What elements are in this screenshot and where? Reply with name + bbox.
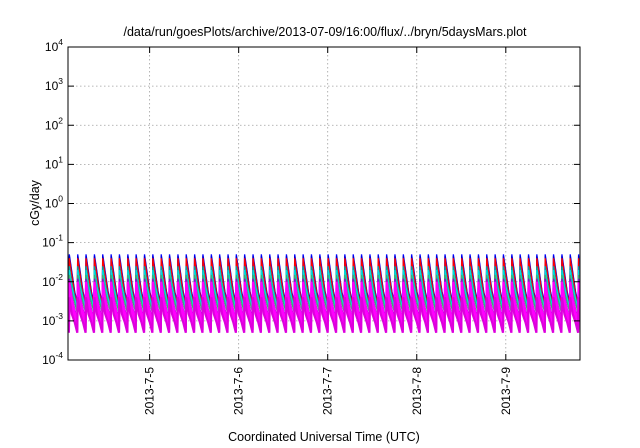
y-tick-label: 104 (45, 37, 63, 54)
x-tick-label: 2013-7-9 (499, 367, 513, 415)
y-tick-label: 100 (45, 194, 63, 211)
x-axis: 2013-7-5 2013-7-6 2013-7-7 2013-7-8 2013-7-9 (143, 47, 513, 415)
chart-title: /data/run/goesPlots/archive/2013-07-09/1… (123, 25, 527, 39)
x-tick-label: 2013-7-6 (232, 367, 246, 415)
y-tick-label: 103 (45, 76, 63, 93)
y-tick-label: 10-2 (42, 272, 63, 289)
series-group (67, 254, 580, 333)
y-tick-label: 10-4 (42, 350, 63, 367)
y-tick-label: 101 (45, 154, 63, 171)
y-tick-label: 10-1 (42, 233, 63, 250)
y-tick-label: 102 (45, 115, 63, 132)
series-line (67, 297, 580, 333)
y-axis-label: cGy/day (28, 179, 42, 226)
x-axis-label: Coordinated Universal Time (UTC) (228, 430, 420, 444)
y-tick-label: 10-3 (42, 311, 63, 328)
y-axis: 10-4 10-3 10-2 10-1 100 101 102 103 104 (42, 37, 580, 367)
x-tick-label: 2013-7-5 (143, 367, 157, 415)
x-tick-label: 2013-7-8 (410, 367, 424, 415)
x-tick-label: 2013-7-7 (321, 367, 335, 415)
